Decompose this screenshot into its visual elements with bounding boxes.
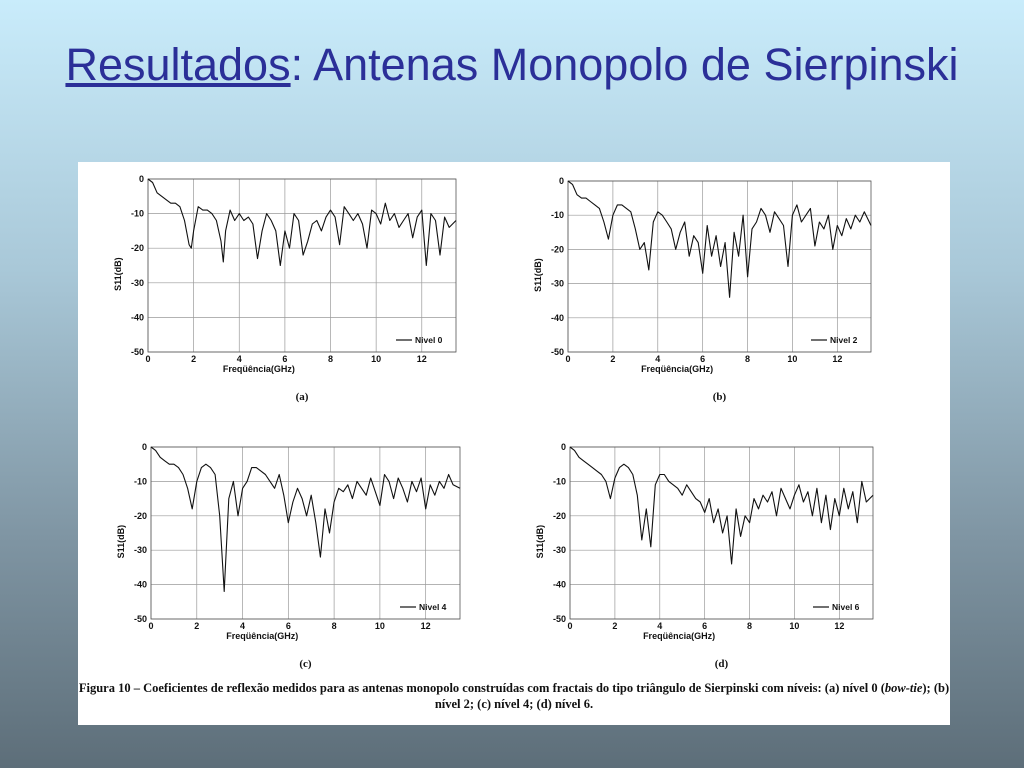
title-rest: : Antenas Monopolo de Sierpinski xyxy=(290,39,959,90)
x-tick-label: 8 xyxy=(328,354,333,364)
x-tick-label: 6 xyxy=(286,621,291,631)
y-tick-label: -20 xyxy=(131,243,144,253)
y-tick-label: -10 xyxy=(551,210,564,220)
y-tick-label: 0 xyxy=(561,442,566,452)
y-tick-label: -50 xyxy=(134,614,147,624)
x-tick-label: 6 xyxy=(702,621,707,631)
x-tick-label: 10 xyxy=(371,354,381,364)
y-tick-label: -50 xyxy=(131,347,144,357)
x-tick-label: 10 xyxy=(787,354,797,364)
chart-panel-0: 0 2 4 6 8 10 12 0 -10 -20 -30 -40 -50 Freqüência(GHz)… xyxy=(113,174,457,403)
y-tick-label: -10 xyxy=(553,476,566,486)
y-tick-label: -20 xyxy=(553,511,566,521)
x-axis-label: Freqüência(GHz) xyxy=(223,364,295,374)
x-tick-label: 2 xyxy=(191,354,196,364)
series-line xyxy=(147,178,457,267)
x-tick-label: 12 xyxy=(421,621,431,631)
x-tick-label: 8 xyxy=(332,621,337,631)
title-underlined-word: Resultados xyxy=(65,39,291,90)
plot-frame xyxy=(569,446,874,620)
y-tick-label: 0 xyxy=(142,442,147,452)
y-tick-label: -40 xyxy=(131,312,144,322)
x-tick-label: 0 xyxy=(567,621,572,631)
x-tick-label: 6 xyxy=(700,354,705,364)
x-tick-label: 8 xyxy=(745,354,750,364)
y-tick-label: -50 xyxy=(551,347,564,357)
y-tick-label: -50 xyxy=(553,614,566,624)
x-tick-label: 10 xyxy=(375,621,385,631)
x-tick-label: 0 xyxy=(148,621,153,631)
x-axis-label: Freqüência(GHz) xyxy=(643,631,715,641)
y-axis-label: S11(dB) xyxy=(116,525,126,559)
series-line xyxy=(567,180,872,298)
plot-frame xyxy=(150,446,461,620)
figure-charts: 0 2 4 6 8 10 12 0 -10 -20 -30 -40 -50 Freqüência(GHz)… xyxy=(113,174,874,670)
caption-italic: bow-tie xyxy=(884,681,923,695)
x-tick-label: 8 xyxy=(747,621,752,631)
x-tick-label: 2 xyxy=(612,621,617,631)
plot-frame xyxy=(147,178,457,353)
panel-label: (d) xyxy=(715,658,729,670)
y-tick-label: -40 xyxy=(551,313,564,323)
legend-label: Nivel 4 xyxy=(419,602,447,612)
caption-lead: Figura 10 – Coeficientes de reflexão med… xyxy=(78,681,885,695)
series-line xyxy=(150,446,461,593)
y-axis-label: S11(dB) xyxy=(535,525,545,559)
panel-label: (a) xyxy=(296,391,309,403)
chart-panel-2: 0 2 4 6 8 10 12 0 -10 -20 -30 -40 -50 Freqüência(GHz)… xyxy=(116,442,461,670)
series-line xyxy=(569,446,874,565)
y-tick-label: -30 xyxy=(131,278,144,288)
x-tick-label: 0 xyxy=(145,354,150,364)
x-tick-label: 12 xyxy=(832,354,842,364)
x-tick-label: 12 xyxy=(834,621,844,631)
chart-panel-1: 0 2 4 6 8 10 12 0 -10 -20 -30 -40 -50 Freqüência(GHz)… xyxy=(533,176,872,403)
x-tick-label: 10 xyxy=(789,621,799,631)
panel-label: (c) xyxy=(299,658,312,670)
x-tick-label: 12 xyxy=(417,354,427,364)
chart-panel-3: 0 2 4 6 8 10 12 0 -10 -20 -30 -40 -50 Freqüência(GHz)… xyxy=(535,442,874,670)
y-axis-label: S11(dB) xyxy=(113,257,123,291)
y-tick-label: -40 xyxy=(134,580,147,590)
figure-caption: Figura 10 – Coeficientes de reflexão med… xyxy=(78,680,950,712)
y-tick-label: -30 xyxy=(134,545,147,555)
figure-panel: 0 2 4 6 8 10 12 0 -10 -20 -30 -40 -50 Freqüência(GHz)… xyxy=(78,162,950,725)
legend-label: Nivel 0 xyxy=(415,335,443,345)
x-tick-label: 2 xyxy=(610,354,615,364)
x-axis-label: Freqüência(GHz) xyxy=(226,631,298,641)
x-tick-label: 4 xyxy=(237,354,242,364)
y-tick-label: -40 xyxy=(553,580,566,590)
y-tick-label: -10 xyxy=(131,209,144,219)
x-tick-label: 6 xyxy=(282,354,287,364)
y-tick-label: -20 xyxy=(551,244,564,254)
x-tick-label: 2 xyxy=(194,621,199,631)
plot-frame xyxy=(567,180,872,353)
x-tick-label: 4 xyxy=(240,621,245,631)
x-axis-label: Freqüência(GHz) xyxy=(641,364,713,374)
x-tick-label: 0 xyxy=(565,354,570,364)
x-tick-label: 4 xyxy=(655,354,660,364)
y-tick-label: -30 xyxy=(551,279,564,289)
x-tick-label: 4 xyxy=(657,621,662,631)
y-tick-label: -20 xyxy=(134,511,147,521)
legend-label: Nivel 2 xyxy=(830,335,858,345)
legend-label: Nivel 6 xyxy=(832,602,860,612)
y-tick-label: -10 xyxy=(134,476,147,486)
panel-label: (b) xyxy=(713,391,727,403)
y-axis-label: S11(dB) xyxy=(533,258,543,292)
y-tick-label: -30 xyxy=(553,545,566,555)
slide-title: Resultados: Antenas Monopolo de Sierpins… xyxy=(40,36,984,94)
caption-tail: ); (b) nível 2; (c) nível 4; (d) nível 6… xyxy=(434,681,950,711)
y-tick-label: 0 xyxy=(139,174,144,184)
y-tick-label: 0 xyxy=(559,176,564,186)
